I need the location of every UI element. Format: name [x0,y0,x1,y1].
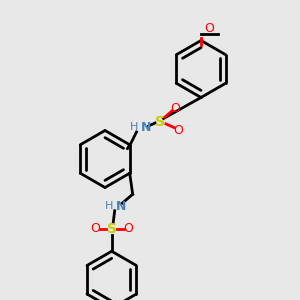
Text: O: O [123,222,133,235]
Text: S: S [155,115,166,128]
Text: O: O [90,222,100,235]
Text: N: N [116,200,127,213]
Text: N: N [141,121,152,134]
Text: H: H [105,201,113,211]
Text: O: O [174,124,183,137]
Text: O: O [204,22,214,34]
Text: H: H [130,122,138,133]
Text: O: O [171,101,180,115]
Text: S: S [107,222,117,236]
